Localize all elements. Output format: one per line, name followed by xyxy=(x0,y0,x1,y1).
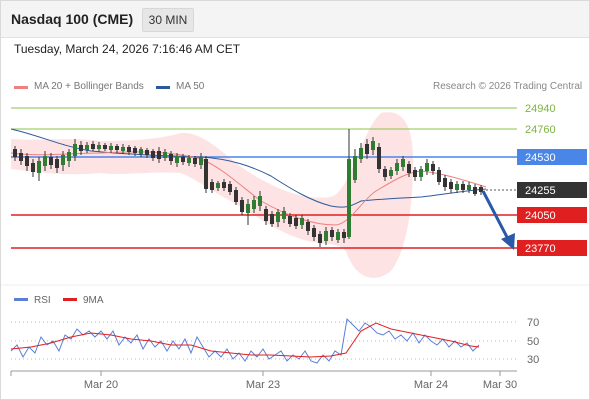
rsi-level-30: 30 xyxy=(527,354,539,366)
price-candles xyxy=(13,129,483,247)
x-label-mar30: Mar 30 xyxy=(483,379,517,391)
level-label-24255: 24255 xyxy=(525,185,556,197)
ma50-swatch-icon xyxy=(156,86,170,89)
level-label-24530: 24530 xyxy=(525,152,556,164)
level-label-23770: 23770 xyxy=(525,243,556,255)
ma20-swatch-icon xyxy=(14,86,28,89)
bollinger-band xyxy=(11,112,413,278)
x-label-mar24: Mar 24 xyxy=(414,379,448,391)
rsi-line xyxy=(10,317,480,364)
rsi-legend-label: RSI xyxy=(34,295,51,306)
level-label-24760: 24760 xyxy=(525,124,556,136)
x-label-mar23: Mar 23 xyxy=(246,379,280,391)
level-box-23770 xyxy=(517,240,587,256)
ma50-line xyxy=(10,128,487,208)
level-labels: 24940 24760 24530 24255 24050 23770 xyxy=(517,103,587,256)
x-label-mar20: Mar 20 xyxy=(84,379,118,391)
forecast-arrow xyxy=(481,190,515,250)
rsi-level-50: 50 xyxy=(527,336,539,348)
chart-header: Nasdaq 100 (CME) 30 MIN xyxy=(1,1,589,38)
rsi-ma-line xyxy=(10,322,480,358)
legend-ma50-label: MA 50 xyxy=(176,81,205,92)
rsi-level-70: 70 xyxy=(527,317,539,329)
level-box-24255 xyxy=(517,182,587,198)
rsi-legend: RSI 9MA xyxy=(14,295,104,306)
timestamp: Tuesday, March 24, 2026 7:16:46 AM CET xyxy=(14,42,241,56)
rsi-swatch-icon xyxy=(14,298,28,301)
level-label-24050: 24050 xyxy=(525,210,556,222)
candle-group xyxy=(13,129,483,247)
level-box-24050 xyxy=(517,207,587,223)
legend-ma20-label: MA 20 + Bollinger Bands xyxy=(34,81,144,92)
level-label-24940: 24940 xyxy=(525,103,556,115)
instrument-title: Nasdaq 100 (CME) xyxy=(11,11,134,27)
level-box-24530 xyxy=(517,149,587,165)
9ma-swatch-icon xyxy=(63,298,77,301)
copyright-text: Research © 2026 Trading Central xyxy=(433,81,583,92)
timeframe-badge[interactable]: 30 MIN xyxy=(142,8,194,32)
9ma-legend-label: 9MA xyxy=(83,295,104,306)
